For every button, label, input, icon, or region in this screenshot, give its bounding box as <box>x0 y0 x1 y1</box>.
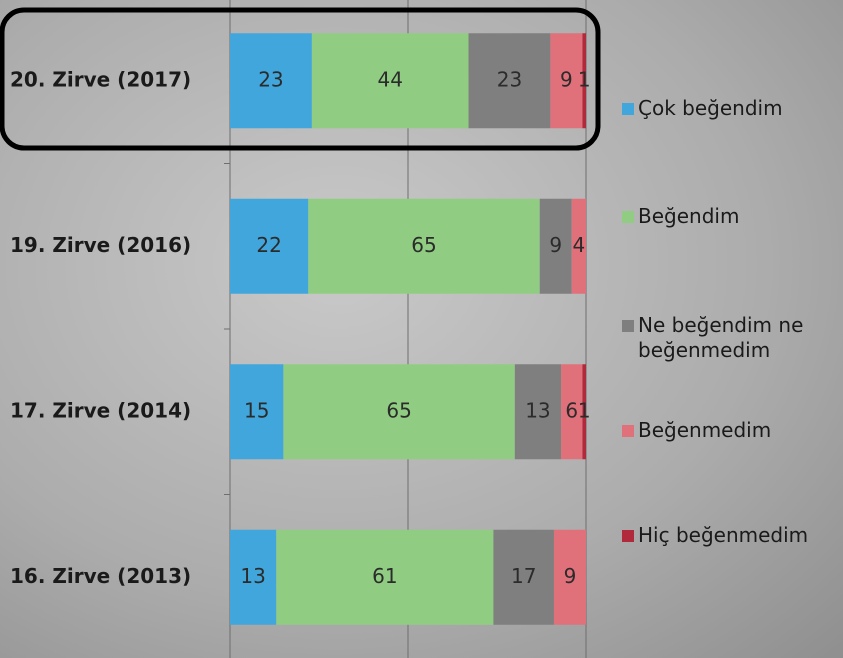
legend-swatch <box>622 211 634 223</box>
data-label: 9 <box>549 233 562 257</box>
legend-label: Hiç beğenmedim <box>638 523 808 547</box>
data-label: 17 <box>511 564 536 588</box>
data-label: 4 <box>573 233 586 257</box>
legend-swatch <box>622 320 634 332</box>
data-label: 23 <box>258 67 283 91</box>
data-label: 9 <box>564 564 577 588</box>
data-label: 65 <box>386 398 411 422</box>
data-label: 65 <box>411 233 436 257</box>
legend-item: Ne beğendim ne beğenmedim <box>622 313 843 363</box>
y-tick-label: 17. Zirve (2014) <box>10 398 191 422</box>
y-tick-label: 16. Zirve (2013) <box>10 564 191 588</box>
legend-swatch <box>622 530 634 542</box>
legend-swatch <box>622 425 634 437</box>
legend-label: Çok beğendim <box>638 96 783 120</box>
legend-item: Hiç beğenmedim <box>622 523 843 548</box>
data-label: 44 <box>377 67 402 91</box>
legend-item: Çok beğendim <box>622 96 843 121</box>
data-label: 6 <box>565 398 578 422</box>
data-label: 13 <box>525 398 550 422</box>
legend-label: Ne beğendim ne beğenmedim <box>638 313 803 362</box>
data-label: 1 <box>578 398 591 422</box>
data-label: 15 <box>244 398 269 422</box>
legend-label: Beğendim <box>638 204 739 228</box>
data-label: 23 <box>497 67 522 91</box>
data-label: 22 <box>256 233 281 257</box>
y-tick-label: 19. Zirve (2016) <box>10 233 191 257</box>
data-label: 61 <box>372 564 397 588</box>
chart: 20. Zirve (2017)2344239119. Zirve (2016)… <box>0 0 843 658</box>
legend-label: Beğenmedim <box>638 418 771 442</box>
data-label: 9 <box>560 67 573 91</box>
data-label: 1 <box>578 67 591 91</box>
legend-item: Beğenmedim <box>622 418 843 443</box>
y-tick-label: 20. Zirve (2017) <box>10 67 191 91</box>
legend-swatch <box>622 103 634 115</box>
data-label: 13 <box>240 564 265 588</box>
legend-item: Beğendim <box>622 204 843 229</box>
